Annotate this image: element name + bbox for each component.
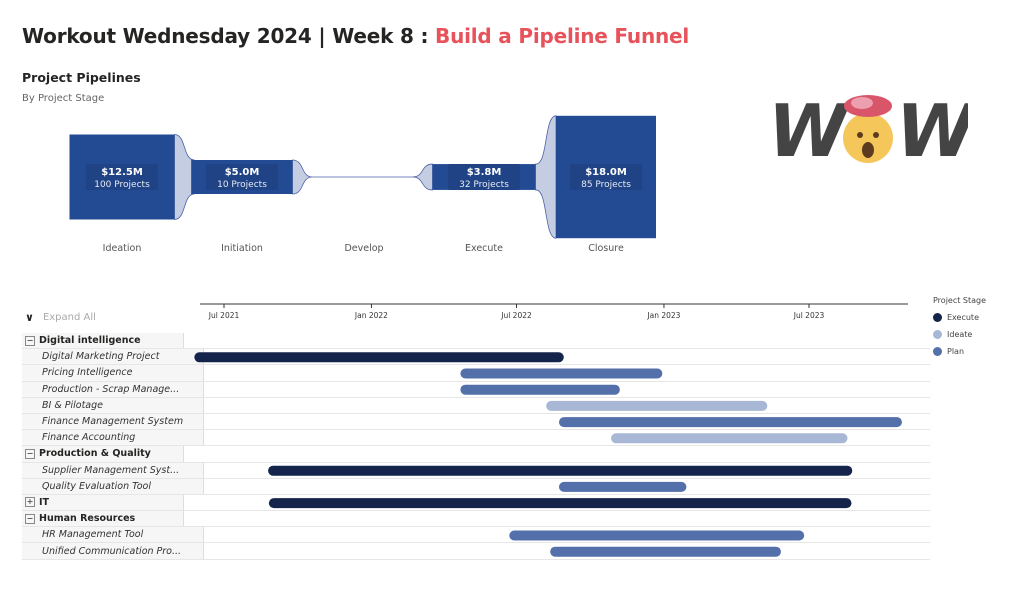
collapse-icon[interactable]: − xyxy=(25,448,35,459)
group-row[interactable]: − Production & Quality xyxy=(22,446,930,463)
row-label: Production - Scrap Manage... xyxy=(22,381,204,397)
svg-text:W: W xyxy=(896,92,968,164)
x-tick-label: Jan 2023 xyxy=(646,311,680,320)
table-row[interactable]: HR Management Tool xyxy=(22,527,930,544)
row-label: Unified Communication Pro... xyxy=(22,543,204,559)
row-label: Pricing Intelligence xyxy=(22,365,204,381)
legend-label: Plan xyxy=(947,347,965,356)
row-label-text: Pricing Intelligence xyxy=(42,367,133,379)
legend-dot xyxy=(933,313,942,322)
x-tick-label: Jul 2023 xyxy=(793,311,825,320)
title-main: Workout Wednesday 2024 | Week 8 : xyxy=(22,24,436,48)
legend-label: Ideate xyxy=(947,330,973,339)
row-label: − Human Resources xyxy=(22,511,184,527)
funnel-label-bg xyxy=(570,164,642,190)
legend-dot xyxy=(933,347,942,356)
legend-dot xyxy=(933,330,942,339)
row-label: HR Management Tool xyxy=(22,527,204,543)
funnel-label-bg xyxy=(86,164,158,190)
funnel-label-bg xyxy=(206,164,278,190)
row-label-text: Quality Evaluation Tool xyxy=(42,480,152,492)
expand-all-label: Expand All xyxy=(42,312,96,323)
group-row[interactable]: − Human Resources xyxy=(22,511,930,528)
wow-logo: W W xyxy=(768,92,968,164)
funnel-value-label: $18.0M xyxy=(585,167,627,178)
table-row[interactable]: Supplier Management Syst... xyxy=(22,462,930,479)
table-row[interactable]: Pricing Intelligence xyxy=(22,365,930,382)
row-label-text: BI & Pilotage xyxy=(42,399,104,411)
legend: Project Stage Execute Ideate Plan xyxy=(933,296,986,356)
table-row[interactable]: Quality Evaluation Tool xyxy=(22,478,930,495)
funnel-projects-label: 100 Projects xyxy=(94,180,150,190)
row-label: Digital Marketing Project xyxy=(22,349,204,365)
row-label-text: Digital Marketing Project xyxy=(42,351,160,363)
row-label-text: Digital intelligence xyxy=(39,335,141,347)
chevron-down-icon: ∨ xyxy=(25,311,34,324)
row-label-text: Human Resources xyxy=(39,513,136,525)
group-row[interactable]: + IT xyxy=(22,494,930,512)
row-label: Supplier Management Syst... xyxy=(22,462,204,478)
funnel-projects-label: 85 Projects xyxy=(581,180,631,190)
row-label: − Production & Quality xyxy=(22,446,184,462)
legend-item-execute[interactable]: Execute xyxy=(933,313,986,322)
funnel-value-label: $12.5M xyxy=(101,167,143,178)
chart-subtitle: By Project Stage xyxy=(22,93,105,104)
table-row[interactable]: Finance Management System xyxy=(22,413,930,431)
x-tick-label: Jan 2022 xyxy=(354,311,388,320)
funnel-connector xyxy=(292,159,364,195)
gantt-rows: − Digital intelligence Digital Marketing P… xyxy=(22,333,930,560)
row-label: + IT xyxy=(22,494,184,511)
collapse-icon[interactable]: − xyxy=(25,335,35,346)
legend-title: Project Stage xyxy=(933,296,987,305)
row-label-text: HR Management Tool xyxy=(42,529,144,541)
x-tick-label: Jul 2021 xyxy=(208,311,240,320)
row-label-text: Production - Scrap Manage... xyxy=(42,383,180,395)
funnel-stage-label: Closure xyxy=(588,243,624,254)
x-tick-label: Jul 2022 xyxy=(500,311,532,320)
funnel-stage-label: Initiation xyxy=(221,243,263,254)
group-row[interactable]: − Digital intelligence xyxy=(22,333,930,350)
funnel-projects-label: 10 Projects xyxy=(217,180,267,190)
row-label: Finance Management System xyxy=(22,413,204,430)
title-accent: Build a Pipeline Funnel xyxy=(435,24,690,48)
legend-label: Execute xyxy=(947,313,979,322)
funnel-value-label: $3.8M xyxy=(467,167,502,178)
funnel-stage-label: Ideation xyxy=(103,243,142,254)
expand-all-button[interactable]: ∨ Expand All xyxy=(25,311,96,324)
legend-item-plan[interactable]: Plan xyxy=(933,347,986,356)
funnel-stage-label: Execute xyxy=(465,243,503,254)
row-label-text: Supplier Management Syst... xyxy=(42,464,180,476)
row-label-text: IT xyxy=(39,496,50,508)
funnel-label-bg xyxy=(448,164,520,190)
collapse-icon[interactable]: − xyxy=(25,513,35,524)
table-row[interactable]: Unified Communication Pro... xyxy=(22,543,930,560)
funnel-stage-label: Develop xyxy=(344,243,383,254)
funnel-connector xyxy=(364,163,433,191)
row-label-text: Production & Quality xyxy=(39,448,151,460)
row-label: − Digital intelligence xyxy=(22,333,184,349)
mind-blown-emoji-icon xyxy=(843,95,893,163)
table-row[interactable]: Production - Scrap Manage... xyxy=(22,381,930,398)
row-label-text: Finance Management System xyxy=(42,416,184,428)
funnel-connector xyxy=(535,115,557,239)
svg-text:W: W xyxy=(768,92,851,164)
table-row[interactable]: BI & Pilotage xyxy=(22,397,930,414)
expand-icon[interactable]: + xyxy=(25,497,35,508)
funnel-value-label: $5.0M xyxy=(225,167,260,178)
row-label: Quality Evaluation Tool xyxy=(22,478,204,494)
table-row[interactable]: Finance Accounting xyxy=(22,430,930,447)
row-label-text: Finance Accounting xyxy=(42,432,136,444)
row-label: Finance Accounting xyxy=(22,430,204,446)
table-row[interactable]: Digital Marketing Project xyxy=(22,349,930,366)
row-label-text: Unified Communication Pro... xyxy=(42,545,182,557)
funnel-projects-label: 32 Projects xyxy=(459,180,509,190)
page-title: Workout Wednesday 2024 | Week 8 : Build … xyxy=(22,24,689,48)
legend-item-ideate[interactable]: Ideate xyxy=(933,330,986,339)
row-label: BI & Pilotage xyxy=(22,397,204,413)
pipeline-funnel: $12.5M 100 Projects Ideation $5.0M 10 Projec… xyxy=(69,115,656,254)
chart-title: Project Pipelines xyxy=(22,70,141,85)
